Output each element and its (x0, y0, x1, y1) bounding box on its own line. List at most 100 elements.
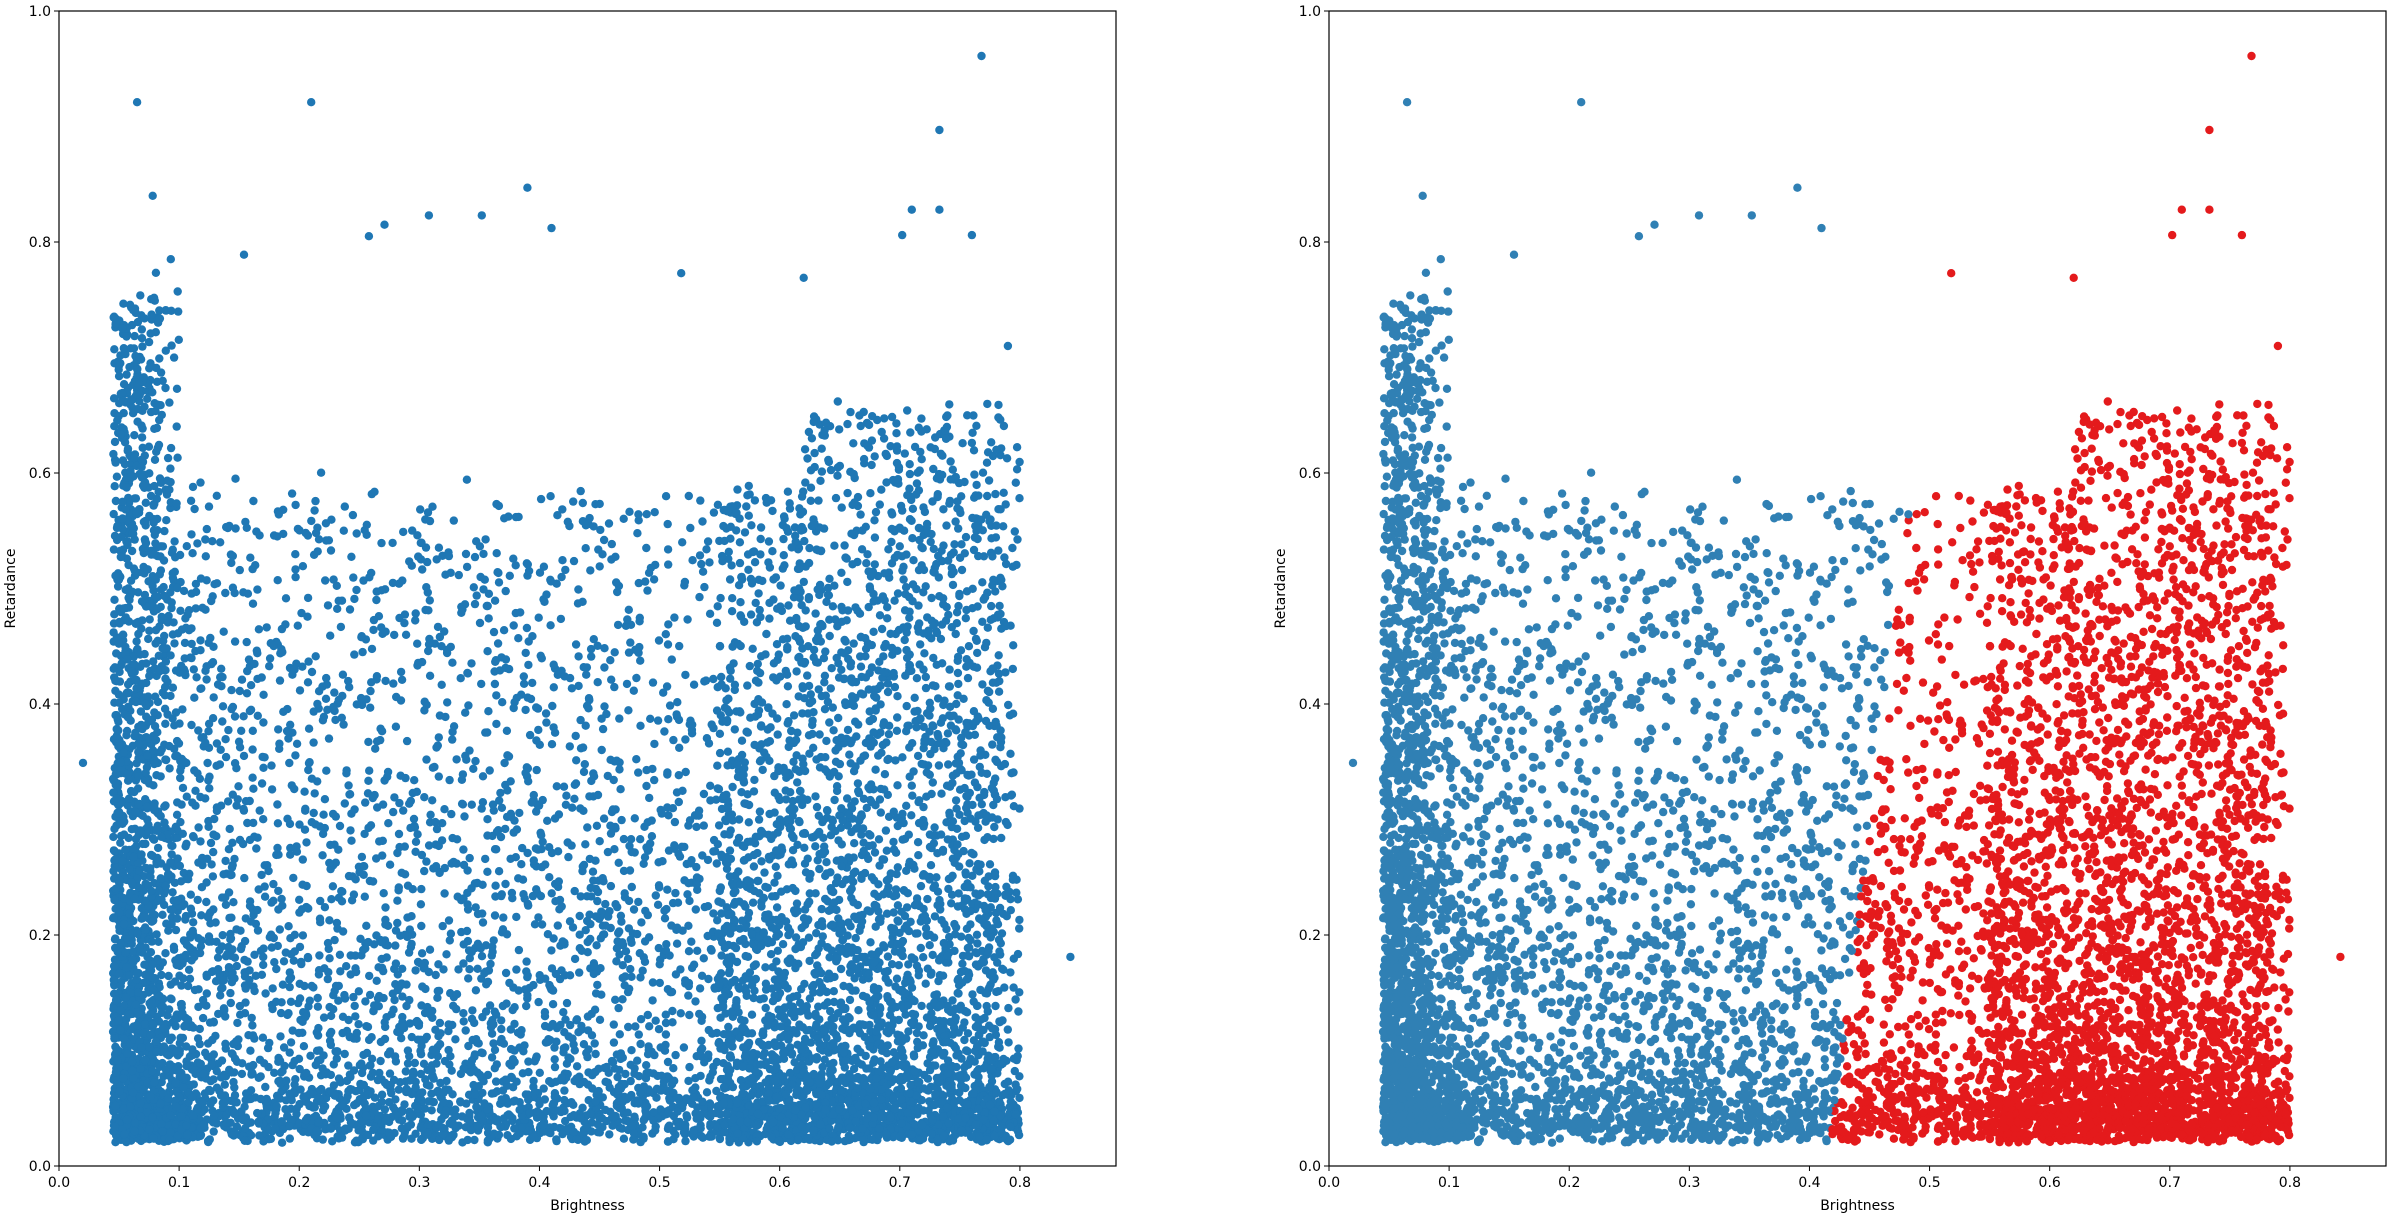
scatter-point (366, 686, 375, 696)
scatter-point (394, 1085, 403, 1094)
scatter-point (404, 948, 414, 957)
scatter-point (670, 817, 680, 827)
scatter-point (893, 713, 902, 722)
scatter-point (583, 823, 592, 832)
scatter-point (882, 846, 891, 855)
scatter-point (705, 558, 714, 567)
scatter-point (870, 452, 879, 461)
scatter-point (424, 841, 434, 850)
scatter-point (248, 599, 258, 608)
scatter-point (724, 1022, 733, 1032)
scatter-point (362, 520, 371, 529)
scatter-point (920, 649, 929, 658)
scatter-point (326, 1011, 336, 1021)
scatter-point (893, 781, 902, 790)
scatter-point (684, 491, 693, 501)
scatter-point (596, 525, 605, 535)
scatter-point (954, 989, 963, 998)
scatter-point (634, 1030, 643, 1039)
scatter-point (325, 954, 334, 963)
scatter-point (417, 949, 427, 958)
scatter-point (697, 1044, 707, 1053)
scatter-point (246, 553, 255, 562)
scatter-point (981, 716, 991, 726)
scatter-point (964, 642, 974, 651)
scatter-point (524, 777, 533, 786)
scatter-point (340, 1049, 349, 1059)
scatter-point (278, 901, 287, 910)
scatter-point (1004, 1003, 1013, 1013)
scatter-point (119, 344, 128, 353)
scatter-point (189, 1023, 198, 1032)
scatter-point (376, 735, 385, 745)
scatter-point (579, 767, 589, 777)
scatter-point (368, 1068, 377, 1078)
scatter-point (884, 545, 893, 554)
scatter-point (870, 533, 880, 542)
scatter-point (151, 268, 161, 277)
scatter-point (526, 694, 536, 704)
scatter-point (875, 861, 884, 870)
scatter-point (944, 556, 953, 565)
scatter-point (500, 514, 509, 523)
scatter-point (424, 606, 433, 615)
scatter-point (478, 772, 488, 781)
scatter-point (581, 544, 590, 553)
scatter-point (654, 858, 663, 867)
scatter-point (467, 800, 476, 809)
scatter-point (871, 765, 880, 774)
scatter-point (499, 913, 508, 922)
scatter-point (463, 668, 472, 678)
scatter-point (478, 918, 488, 927)
scatter-point (861, 652, 870, 661)
scatter-point (964, 933, 973, 943)
scatter-point (410, 776, 419, 785)
scatter-point (829, 997, 839, 1007)
scatter-point (887, 960, 897, 969)
scatter-point (757, 857, 766, 866)
scatter-point (209, 1127, 218, 1136)
scatter-point (967, 438, 977, 448)
scatter-point (837, 665, 846, 674)
scatter-point (344, 781, 353, 790)
scatter-point (599, 814, 609, 823)
scatter-point (129, 344, 139, 353)
scatter-point (537, 920, 547, 929)
scatter-point (630, 814, 639, 823)
scatter-point (1013, 1051, 1022, 1061)
scatter-point (539, 1084, 548, 1093)
scatter-point (819, 815, 828, 824)
scatter-point (699, 954, 708, 963)
scatter-point (1011, 478, 1020, 487)
scatter-point (664, 560, 673, 569)
scatter-point (699, 821, 708, 830)
scatter-point (821, 753, 830, 762)
scatter-point (472, 537, 481, 546)
scatter-point (898, 566, 907, 575)
scatter-point (168, 683, 178, 692)
scatter-point (172, 422, 181, 431)
scatter-point (578, 498, 587, 508)
scatter-point (470, 599, 480, 609)
scatter-point (267, 785, 277, 794)
scatter-point (110, 595, 119, 604)
scatter-point (239, 712, 248, 721)
scatter-point (903, 406, 912, 415)
scatter-point (416, 959, 426, 968)
scatter-point (951, 629, 960, 639)
scatter-point (735, 558, 745, 568)
scatter-point (492, 719, 501, 729)
scatter-point (490, 1045, 500, 1055)
scatter-point (221, 735, 230, 744)
scatter-point (313, 1002, 323, 1011)
scatter-point (514, 986, 523, 995)
scatter-point (218, 931, 227, 940)
scatter-point (434, 543, 444, 552)
scatter-point (792, 899, 802, 908)
scatter-point (683, 890, 692, 899)
scatter-point (274, 725, 283, 734)
scatter-point (709, 508, 719, 517)
scatter-point (916, 943, 925, 953)
scatter-point (581, 840, 590, 849)
scatter-point (900, 635, 909, 645)
